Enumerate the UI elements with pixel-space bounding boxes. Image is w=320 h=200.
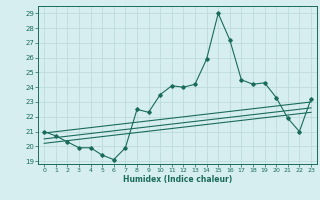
X-axis label: Humidex (Indice chaleur): Humidex (Indice chaleur) [123,175,232,184]
